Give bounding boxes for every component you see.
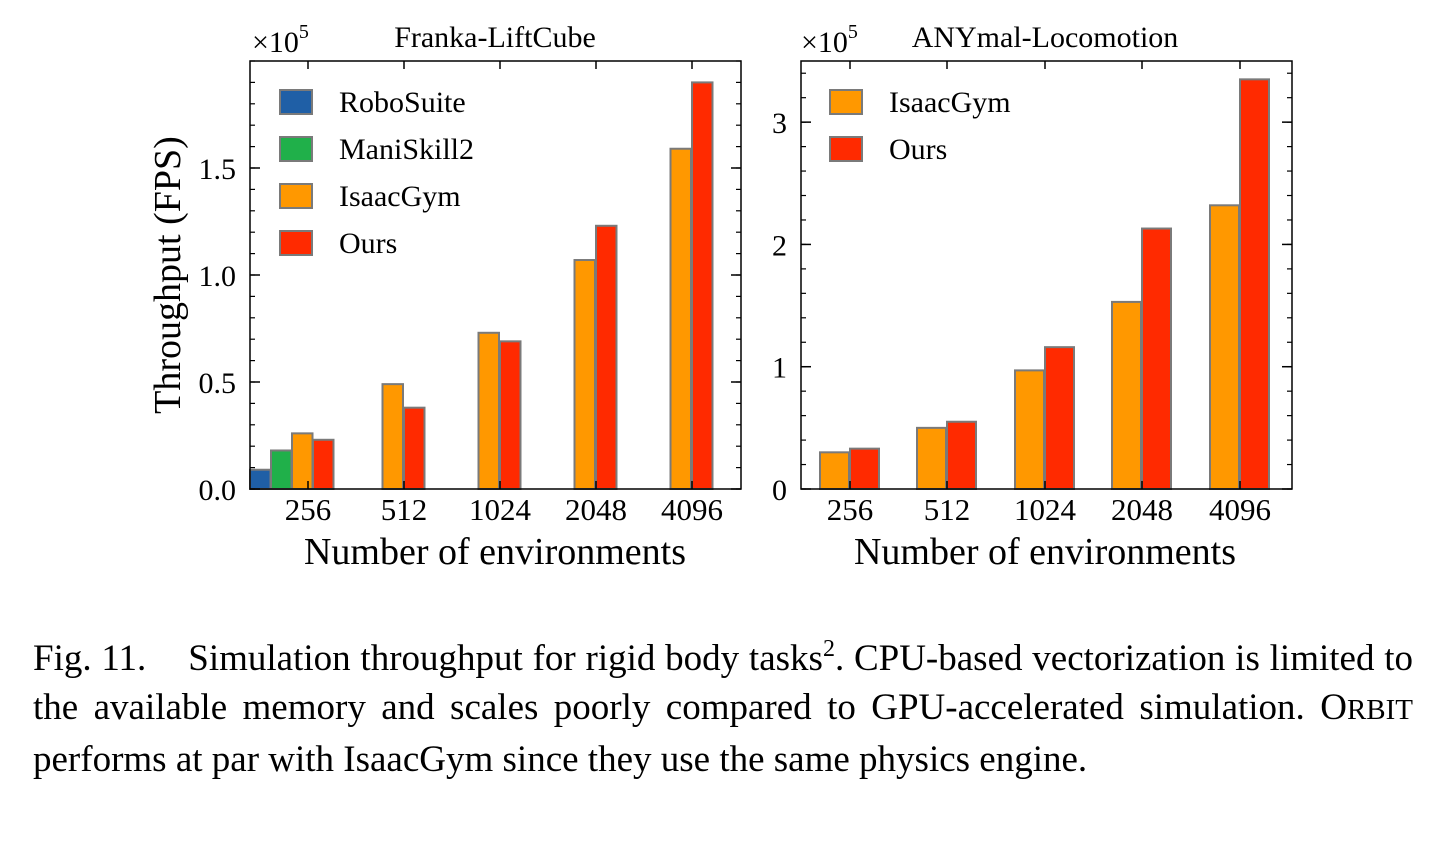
bar-ours-512 bbox=[946, 420, 977, 490]
caption-text-a: Simulation throughput for rigid body tas… bbox=[188, 638, 823, 679]
y-tick-label: 0 bbox=[772, 474, 787, 507]
y-tick-label: 1 bbox=[772, 352, 787, 385]
plot-frame bbox=[800, 60, 1293, 490]
x-tick-label: 1024 bbox=[1014, 492, 1077, 527]
bar-isaacgym-512 bbox=[381, 383, 404, 491]
caption-label: Fig. 11. bbox=[33, 638, 147, 679]
caption-orbit-rest: RBIT bbox=[1346, 694, 1413, 726]
legend-swatch-robosuite bbox=[279, 89, 313, 115]
bar-ours-4096 bbox=[1239, 78, 1270, 490]
x-tick-label: 256 bbox=[285, 492, 332, 527]
bar-ours-4096 bbox=[691, 81, 714, 491]
y-tick-label: 0.5 bbox=[199, 367, 237, 400]
legend-label-isaacgym: IsaacGym bbox=[339, 180, 461, 213]
chart1-xlabel: Number of environments bbox=[304, 531, 686, 573]
bar-ours-1024 bbox=[499, 340, 522, 490]
y-tick-label: 1.5 bbox=[199, 153, 237, 186]
x-tick-label: 512 bbox=[381, 492, 428, 527]
bar-ours-256 bbox=[849, 447, 880, 491]
legend-label-maniskill2: ManiSkill2 bbox=[339, 133, 474, 166]
caption-orbit-initial: O bbox=[1320, 687, 1347, 728]
bar-maniskill2-256 bbox=[270, 449, 293, 491]
x-tick-label: 4096 bbox=[661, 492, 723, 527]
chart1-title: Franka-LiftCube bbox=[394, 21, 596, 54]
legend-label-ours: Ours bbox=[339, 227, 397, 260]
bar-ours-2048 bbox=[595, 224, 618, 490]
figure-caption: Fig. 11. Simulation throughput for rigid … bbox=[33, 634, 1413, 784]
y-tick-label: 1.0 bbox=[199, 260, 237, 293]
legend-label-isaacgym: IsaacGym bbox=[889, 86, 1011, 119]
bar-isaacgym-256 bbox=[291, 432, 314, 490]
y-tick-label: 2 bbox=[772, 229, 787, 262]
x-tick-label: 1024 bbox=[469, 492, 532, 527]
bar-isaacgym-4096 bbox=[1209, 204, 1240, 490]
legend-swatch-isaacgym bbox=[829, 89, 863, 115]
chart1-ylabel: Throughput (FPS) bbox=[147, 136, 189, 414]
legend-swatch-ours bbox=[829, 136, 863, 162]
bar-isaacgym-512 bbox=[916, 426, 947, 491]
x-tick-label: 4096 bbox=[1209, 492, 1271, 527]
chart-anymal-locomotion: 0 1 2 3 256 512 1024 2048 4096 IsaacGym Ours bbox=[772, 60, 1293, 527]
caption-text-c: performs at par with IsaacGym since they… bbox=[33, 739, 1088, 780]
legend-label-robosuite: RoboSuite bbox=[339, 86, 466, 119]
bar-isaacgym-1024 bbox=[477, 331, 500, 490]
y-tick-label: 0.0 bbox=[199, 474, 237, 507]
legend-swatch-isaacgym bbox=[279, 183, 313, 209]
bar-isaacgym-2048 bbox=[573, 259, 596, 490]
bar-isaacgym-4096 bbox=[669, 147, 692, 491]
chart2-multiplier: ×105 bbox=[801, 21, 858, 59]
bar-robosuite-256 bbox=[249, 468, 272, 490]
x-tick-label: 256 bbox=[827, 492, 874, 527]
bar-isaacgym-2048 bbox=[1111, 300, 1142, 490]
x-tick-label: 512 bbox=[924, 492, 971, 527]
caption-footnote: 2 bbox=[822, 636, 835, 662]
figure-panels: ×105 Franka-LiftCube Throughput (FPS) Nu… bbox=[147, 21, 1293, 573]
bar-ours-512 bbox=[403, 406, 426, 490]
chart1-multiplier: ×105 bbox=[252, 21, 309, 59]
legend-swatch-ours bbox=[279, 230, 313, 256]
bar-ours-1024 bbox=[1044, 346, 1075, 490]
legend-label-ours: Ours bbox=[889, 133, 947, 166]
caption-text-b: . CPU-based vectorization is limited to … bbox=[33, 638, 1414, 728]
y-tick-label: 3 bbox=[772, 107, 787, 140]
chart-franka-liftcube: 0.0 0.5 1.0 1.5 256 512 1024 2048 4096 RoboSuite M… bbox=[199, 60, 742, 527]
bar-isaacgym-256 bbox=[819, 451, 850, 491]
bar-ours-256 bbox=[312, 438, 335, 490]
chart2-title: ANYmal-Locomotion bbox=[912, 21, 1179, 54]
chart2-xlabel: Number of environments bbox=[854, 531, 1236, 573]
bar-isaacgym-1024 bbox=[1014, 369, 1045, 490]
legend-swatch-maniskill2 bbox=[279, 136, 313, 162]
bar-ours-2048 bbox=[1141, 227, 1172, 490]
x-tick-label: 2048 bbox=[565, 492, 627, 527]
x-tick-label: 2048 bbox=[1111, 492, 1173, 527]
